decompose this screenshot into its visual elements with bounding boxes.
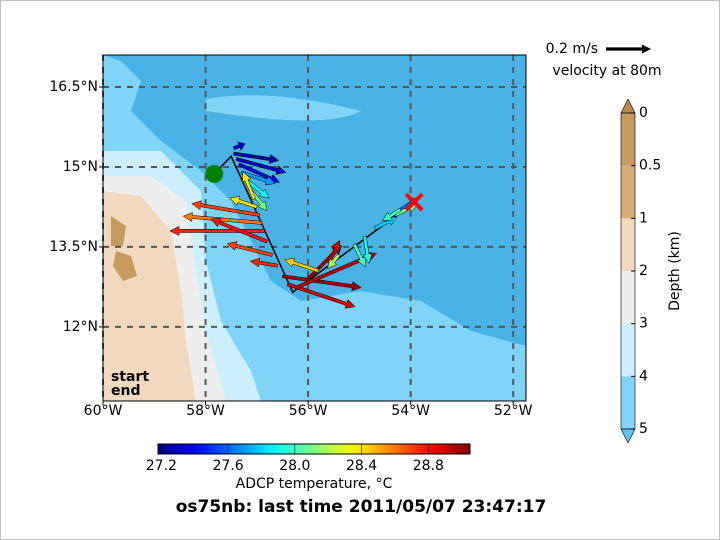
colorbar-tick-label: 27.2 — [146, 458, 177, 474]
y-tick-label: 12°N — [63, 319, 98, 335]
velocity-arrow — [232, 141, 246, 151]
quiver-key-label: 0.2 m/s — [546, 41, 598, 57]
velocity-arrow — [352, 243, 366, 268]
velocity-arrow — [226, 241, 273, 257]
colorbar-tick-label: 2 — [639, 263, 648, 279]
colorbar-tick-label: 5 — [639, 421, 648, 437]
depth-extend-top — [620, 98, 636, 114]
end-marker — [404, 192, 424, 212]
colorbar-tick-label: 0.5 — [639, 158, 661, 174]
y-tick-label: 13.5°N — [49, 239, 98, 255]
velocity-arrow — [233, 151, 280, 164]
colorbar-tick-label: 28.0 — [279, 458, 310, 474]
velocity-arrow — [191, 200, 260, 217]
velocity-arrow — [210, 218, 269, 244]
velocity-arrow — [326, 239, 341, 264]
colorbar-tick-label: 4 — [639, 368, 648, 384]
velocity-arrow — [169, 225, 265, 236]
chart-title: os75nb: last time 2011/05/07 23:47:17 — [176, 497, 547, 517]
depth-level — [621, 113, 635, 166]
velocity-arrow — [240, 170, 276, 186]
velocity-arrow — [242, 171, 257, 200]
depth-level — [621, 165, 635, 219]
start-marker — [205, 164, 224, 183]
depth-level — [621, 271, 635, 324]
map-layer — [102, 55, 526, 401]
temp-colorbar-label: ADCP temperature, °C — [236, 476, 393, 492]
depth-colorbar-label: Depth (km) — [667, 231, 683, 311]
velocity-arrow — [182, 212, 263, 225]
colorbar-tick-label: 28.4 — [346, 458, 377, 474]
x-tick-label: 54°W — [391, 403, 430, 419]
x-tick-label: 52°W — [494, 403, 533, 419]
colorbar-tick-label: 27.6 — [212, 458, 243, 474]
velocity-arrow — [281, 274, 362, 292]
velocity-arrow — [327, 253, 341, 269]
temp-colorbar — [157, 443, 471, 455]
velocity-arrow — [381, 207, 402, 222]
bathymetry — [103, 55, 526, 401]
depth-extend-bottom — [620, 428, 636, 444]
x-tick-label: 56°W — [289, 403, 328, 419]
depth-level — [621, 376, 635, 429]
velocity-arrow — [362, 235, 373, 264]
x-tick-label: 58°W — [186, 403, 225, 419]
colorbar-tick-label: 3 — [639, 316, 648, 332]
velocity-arrow — [235, 157, 287, 175]
velocity-arrow — [284, 257, 320, 273]
depth-level — [621, 323, 635, 377]
y-tick-label: 15°N — [63, 159, 98, 175]
colorbar-tick-label: 28.8 — [413, 458, 444, 474]
velocity-arrow — [245, 178, 270, 199]
y-tick-label: 16.5°N — [49, 79, 98, 95]
quiver-key-note: velocity at 80m — [552, 63, 661, 79]
map-frame — [102, 54, 527, 402]
velocity-arrow — [249, 257, 278, 268]
velocity-arrow — [229, 196, 258, 209]
end-label: end — [111, 383, 140, 399]
quiver-key-arrow — [606, 44, 651, 54]
x-tick-label: 60°W — [84, 403, 123, 419]
colorbar-tick-label: 0 — [639, 105, 648, 121]
colorbar-tick-label: 1 — [639, 210, 648, 226]
depth-level — [621, 218, 635, 271]
start-label: start — [111, 369, 149, 385]
